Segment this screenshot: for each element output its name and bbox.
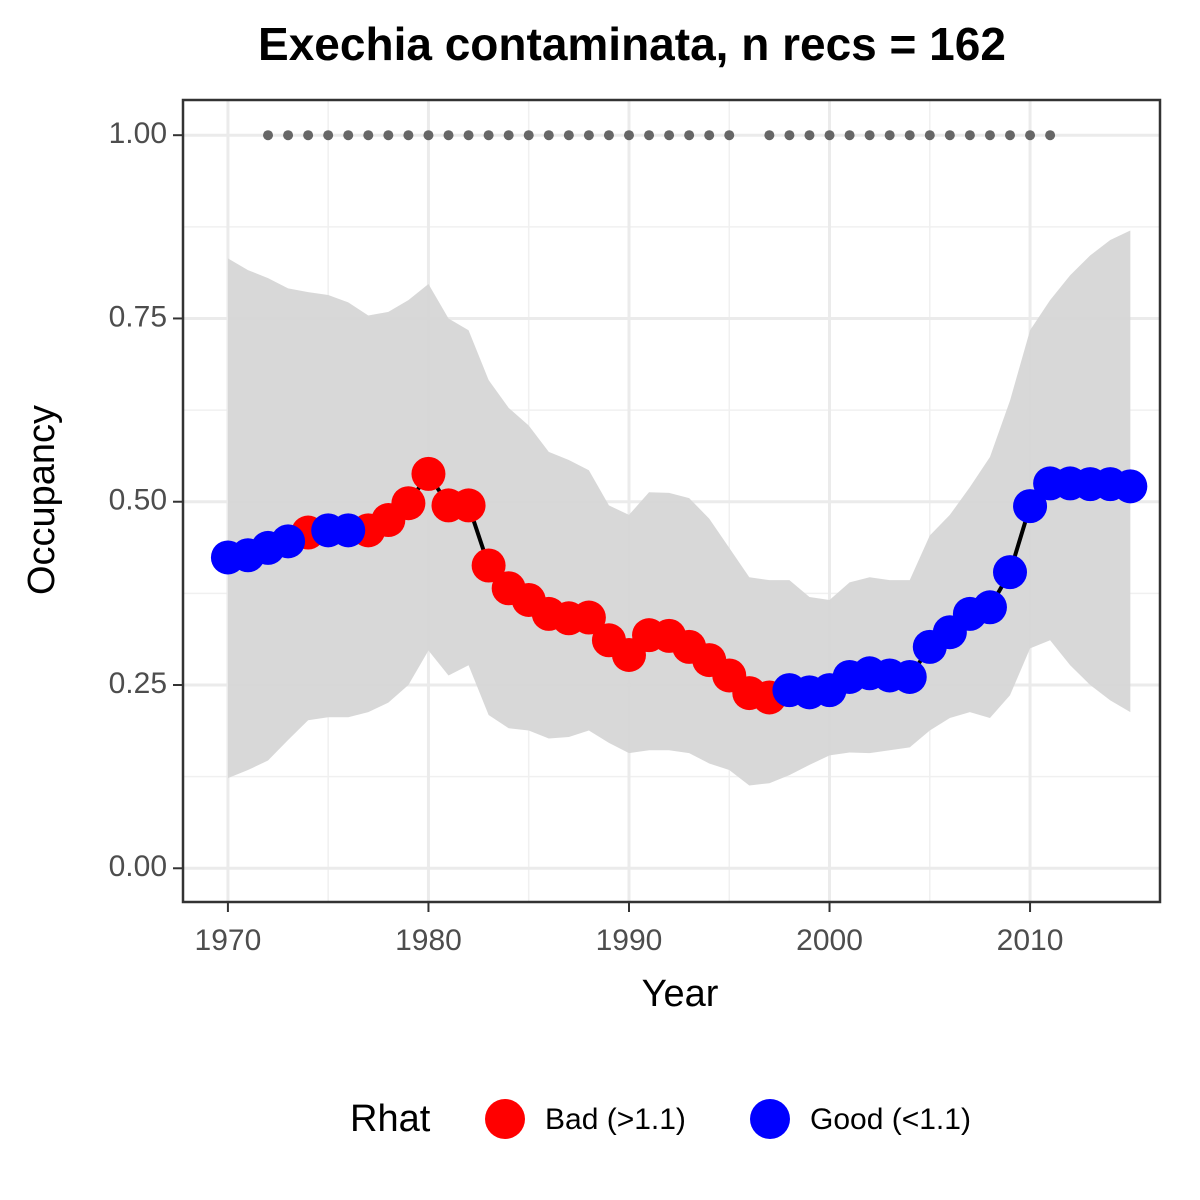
- record-dot: [664, 130, 675, 141]
- data-point: [1013, 489, 1048, 524]
- record-dot: [363, 130, 374, 141]
- record-dot: [924, 130, 935, 141]
- record-dot: [1005, 130, 1016, 141]
- record-dot: [583, 130, 594, 141]
- record-dot: [283, 130, 294, 141]
- data-point: [271, 524, 306, 559]
- data-point: [411, 456, 446, 491]
- record-dot: [644, 130, 655, 141]
- confidence-band: [227, 230, 1131, 786]
- record-dot: [603, 130, 614, 141]
- record-dot: [563, 130, 574, 141]
- record-dot: [423, 130, 434, 141]
- y-tick-label: 0.75: [109, 300, 167, 333]
- record-dot: [984, 130, 995, 141]
- x-tick-label: 2000: [796, 924, 863, 957]
- record-dot: [964, 130, 975, 141]
- data-point: [451, 488, 486, 523]
- data-point: [331, 513, 366, 548]
- record-dot: [443, 130, 454, 141]
- record-dot: [864, 130, 875, 141]
- y-axis-title: Occupancy: [21, 405, 63, 595]
- record-dot: [503, 130, 514, 141]
- record-dot: [764, 130, 775, 141]
- record-dot: [884, 130, 895, 141]
- record-dot: [684, 130, 695, 141]
- record-dot: [343, 130, 354, 141]
- record-dot: [623, 130, 634, 141]
- record-dot: [403, 130, 414, 141]
- record-dot: [1025, 130, 1036, 141]
- record-dot: [784, 130, 795, 141]
- record-dot: [543, 130, 554, 141]
- legend-title: Rhat: [350, 1098, 431, 1140]
- y-tick-label: 0.00: [109, 850, 167, 883]
- data-point: [391, 486, 426, 521]
- record-dot: [904, 130, 915, 141]
- record-dot: [844, 130, 855, 141]
- record-dot: [483, 130, 494, 141]
- data-point: [892, 659, 927, 694]
- x-tick-label: 2010: [997, 924, 1064, 957]
- record-dot: [1045, 130, 1056, 141]
- record-dot: [824, 130, 835, 141]
- record-dot: [804, 130, 815, 141]
- record-dot: [463, 130, 474, 141]
- record-dot: [724, 130, 735, 141]
- x-tick-label: 1980: [395, 924, 462, 957]
- plot-area: [181, 98, 1162, 904]
- legend-label: Good (<1.1): [810, 1103, 971, 1136]
- legend-swatch: [485, 1099, 525, 1139]
- legend-swatch: [750, 1099, 790, 1139]
- record-dot: [944, 130, 955, 141]
- y-tick-label: 0.50: [109, 484, 167, 517]
- y-tick-label: 1.00: [109, 117, 167, 150]
- record-dot: [704, 130, 715, 141]
- data-point: [471, 548, 506, 583]
- x-tick-label: 1990: [596, 924, 663, 957]
- data-point: [571, 600, 606, 635]
- chart-title: Exechia contaminata, n recs = 162: [258, 18, 1006, 70]
- y-tick-label: 0.25: [109, 667, 167, 700]
- x-tick-label: 1970: [195, 924, 262, 957]
- record-dot: [303, 130, 314, 141]
- data-point: [972, 590, 1007, 625]
- record-dot: [383, 130, 394, 141]
- record-dot: [323, 130, 334, 141]
- legend-label: Bad (>1.1): [545, 1103, 686, 1136]
- record-dot: [263, 130, 274, 141]
- x-axis-title: Year: [642, 973, 719, 1015]
- data-point: [993, 555, 1028, 590]
- record-dot: [523, 130, 534, 141]
- data-point: [1113, 469, 1148, 504]
